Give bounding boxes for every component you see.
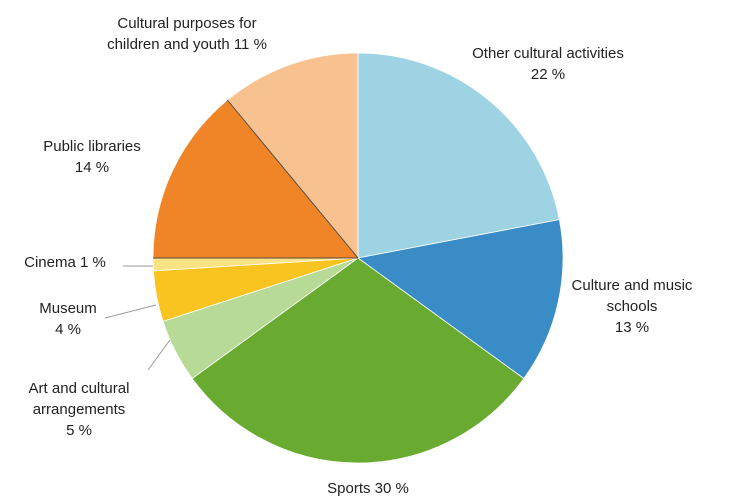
slice-label-line: Public libraries (43, 138, 141, 155)
slice-label-line: 14 % (75, 159, 109, 176)
leader-line-museum (104, 304, 157, 319)
slice-label-line: 13 % (615, 319, 649, 336)
slice-label-line: 22 % (531, 66, 565, 83)
slice-label-line: children and youth 11 % (107, 36, 267, 53)
slice-label-museum: Museum 4 % (39, 300, 97, 338)
slice-label-cinema: Cinema 1 % (24, 254, 106, 271)
slice-label-other-cultural-activities: Other cultural activities 22 % (472, 45, 624, 83)
pie-slice-culture-and-music-schools (357, 219, 564, 380)
slice-label-line: Other cultural activities (472, 45, 624, 62)
pie-slice-cultural-purposes-children-youth (226, 52, 359, 260)
slice-label-line: Sports 30 % (327, 480, 409, 497)
pie-slice-sports (191, 257, 525, 464)
slice-label-line: Art and cultural (29, 380, 130, 397)
slice-label-cultural-purposes-children-youth: Cultural purposes for children and youth … (107, 15, 267, 53)
slice-label-line: 5 % (66, 422, 92, 439)
pie-slice-other-cultural-activities (357, 52, 560, 259)
slice-label-line: Cultural purposes for (117, 15, 256, 32)
slice-label-line: 4 % (55, 321, 81, 338)
slice-label-culture-and-music-schools: Culture and music schools 13 % (572, 277, 693, 336)
slice-label-line: schools (607, 298, 658, 315)
leader-line-art-and-cultural-arrangements (147, 339, 171, 371)
slice-label-sports: Sports 30 % (327, 480, 409, 497)
slice-label-line: Museum (39, 300, 97, 317)
pie-slices (152, 52, 564, 464)
slice-label-line: Cinema 1 % (24, 254, 106, 271)
slice-label-public-libraries: Public libraries 14 % (43, 138, 141, 176)
leader-lines (104, 265, 171, 371)
slice-divider-cultural-purposes-children-youth (226, 99, 359, 259)
slice-label-art-and-cultural-arrangements: Art and cultural arrangements 5 % (29, 380, 130, 439)
slice-label-line: arrangements (33, 401, 126, 418)
slice-label-line: Culture and music (572, 277, 693, 294)
slice-labels: Other cultural activities 22 % Culture and… (24, 15, 693, 497)
pie-slice-public-libraries (152, 99, 359, 259)
